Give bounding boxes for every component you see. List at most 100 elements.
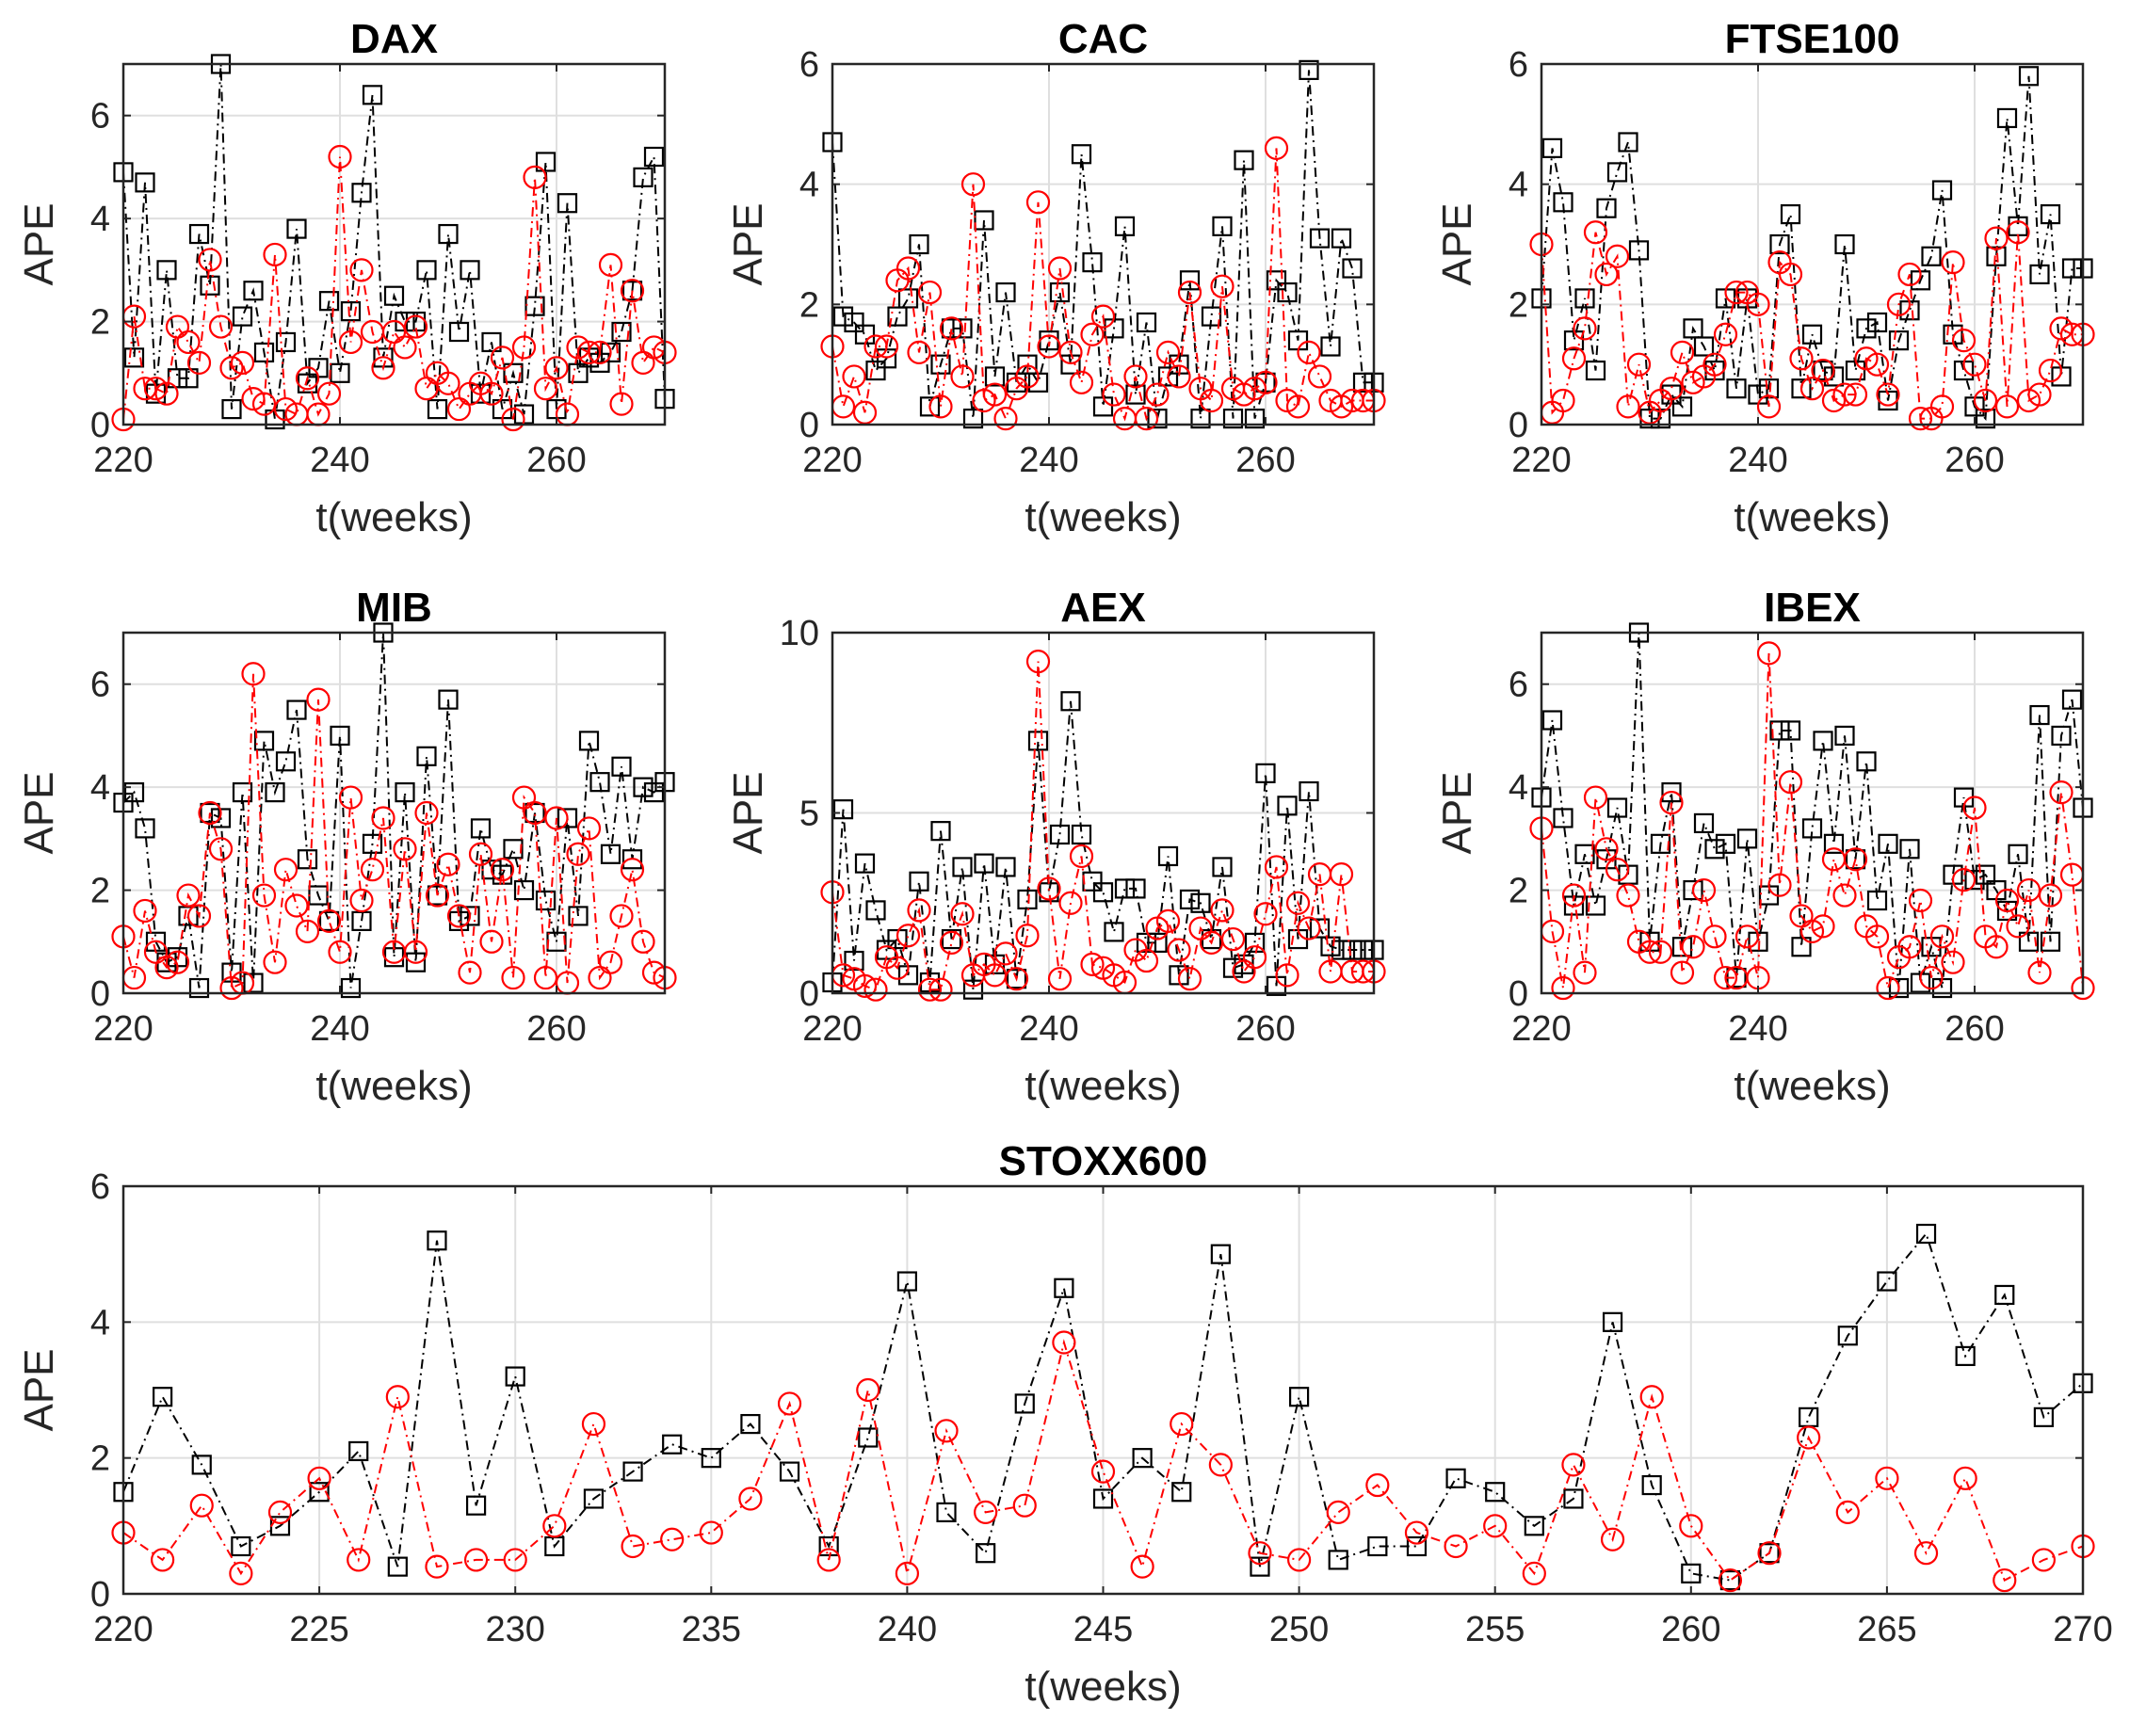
data-point-square xyxy=(200,802,220,824)
data-point-square xyxy=(1027,731,1049,751)
data-point-circle xyxy=(1679,1514,1703,1538)
data-point-circle xyxy=(267,1500,293,1525)
x-tick-label: 260 xyxy=(1661,1610,1720,1649)
data-point-circle xyxy=(1659,377,1684,401)
data-point-circle xyxy=(934,1419,959,1443)
data-point-circle xyxy=(1167,938,1191,962)
data-point-square xyxy=(1683,318,1703,339)
data-point-square xyxy=(1823,833,1845,854)
data-point-square xyxy=(1921,246,1942,266)
data-point-square xyxy=(1049,281,1071,303)
data-point-circle xyxy=(1789,346,1814,371)
data-point-square xyxy=(568,362,589,383)
data-point-square xyxy=(286,699,307,720)
data-point-square xyxy=(952,318,973,339)
data-point-square xyxy=(1553,808,1573,828)
x-tick-label: 240 xyxy=(1728,441,1787,480)
data-point-square xyxy=(611,321,632,343)
data-point-square xyxy=(232,782,253,803)
data-point-circle xyxy=(1659,790,1684,815)
data-point-square xyxy=(930,354,951,375)
data-point-circle xyxy=(338,330,363,355)
data-point-square xyxy=(135,172,155,193)
data-point-circle xyxy=(446,904,472,928)
data-point-square xyxy=(557,193,578,214)
subplot-dax: 220 240 260 0 2 4 6 DAX t(weeks) APE xyxy=(16,16,677,540)
y-axis-label: APE xyxy=(16,1348,62,1431)
data-point-square xyxy=(779,1461,800,1482)
data-point-square xyxy=(1628,240,1650,261)
data-point-circle xyxy=(1843,847,1868,872)
data-point-circle xyxy=(1242,945,1267,970)
data-point-circle xyxy=(621,1534,645,1559)
subplot-mib: 220 240 260 0 2 4 6 MIB t(weeks) APE xyxy=(16,585,677,1109)
data-point-square xyxy=(1277,796,1298,816)
data-point-circle xyxy=(1929,394,1955,419)
data-point-square xyxy=(1524,1516,1544,1536)
x-tick-label: 225 xyxy=(289,1610,348,1649)
data-point-circle xyxy=(1404,1520,1429,1545)
data-point-square xyxy=(362,85,383,105)
data-point-square xyxy=(1837,1326,1858,1346)
data-point-circle xyxy=(133,898,157,924)
data-point-circle xyxy=(533,377,558,401)
data-point-square xyxy=(1125,878,1146,899)
data-point-square xyxy=(909,871,929,892)
data-point-circle xyxy=(1199,388,1224,413)
data-point-square xyxy=(297,849,318,870)
data-point-square xyxy=(1222,409,1244,429)
data-point-square xyxy=(974,210,994,231)
data-point-square xyxy=(265,782,285,803)
data-point-circle xyxy=(777,1391,802,1416)
data-point-square xyxy=(1834,725,1855,747)
data-point-square xyxy=(1071,824,1092,845)
data-point-circle xyxy=(1735,924,1760,949)
y-tick-label: 0 xyxy=(799,974,819,1014)
data-point-square xyxy=(438,689,459,710)
data-point-square xyxy=(188,223,210,245)
data-point-circle xyxy=(1170,1411,1194,1437)
data-point-square xyxy=(887,306,908,327)
data-point-square xyxy=(1541,710,1563,731)
data-point-circle xyxy=(1951,329,1977,353)
data-point-circle xyxy=(1167,364,1191,389)
data-point-square xyxy=(1801,818,1823,839)
data-point-circle xyxy=(598,252,623,277)
data-point-square xyxy=(1212,216,1233,236)
y-tick-label: 2 xyxy=(90,872,110,911)
data-point-square xyxy=(1179,270,1201,291)
subplot-aex: 220 240 260 0 5 10 AEX t(weeks) APE xyxy=(725,585,1386,1109)
data-point-circle xyxy=(1047,256,1073,281)
data-point-square xyxy=(919,396,941,417)
data-point-square xyxy=(1277,281,1298,303)
x-tick-label: 230 xyxy=(485,1610,544,1649)
data-point-square xyxy=(1596,198,1617,218)
y-axis-label: APE xyxy=(1434,202,1480,285)
data-point-square xyxy=(221,398,242,420)
data-point-square xyxy=(1406,1535,1428,1557)
data-point-square xyxy=(416,260,437,281)
data-point-square xyxy=(896,1271,918,1292)
data-point-square xyxy=(832,306,854,327)
data-point-square xyxy=(622,1461,643,1482)
data-point-circle xyxy=(1713,965,1738,990)
data-point-square xyxy=(701,1448,721,1469)
data-point-circle xyxy=(1797,1425,1821,1450)
data-point-circle xyxy=(1681,935,1705,959)
data-point-square xyxy=(1719,1569,1741,1591)
data-point-square xyxy=(1736,828,1758,849)
y-tick-label: 2 xyxy=(90,303,110,343)
data-point-circle xyxy=(1210,274,1234,298)
data-point-circle xyxy=(219,356,244,380)
data-point-square xyxy=(156,260,177,281)
data-point-circle xyxy=(863,977,888,1002)
x-tick-label: 220 xyxy=(93,1009,153,1049)
data-point-circle xyxy=(1897,935,1922,959)
data-point-circle xyxy=(1994,888,2020,913)
data-point-square xyxy=(2040,931,2061,952)
axes-box xyxy=(1540,631,2085,995)
data-point-circle xyxy=(1483,1514,1508,1538)
data-point-circle xyxy=(393,335,417,360)
series-line-1 xyxy=(122,63,666,420)
y-tick-label: 2 xyxy=(1509,872,1528,911)
